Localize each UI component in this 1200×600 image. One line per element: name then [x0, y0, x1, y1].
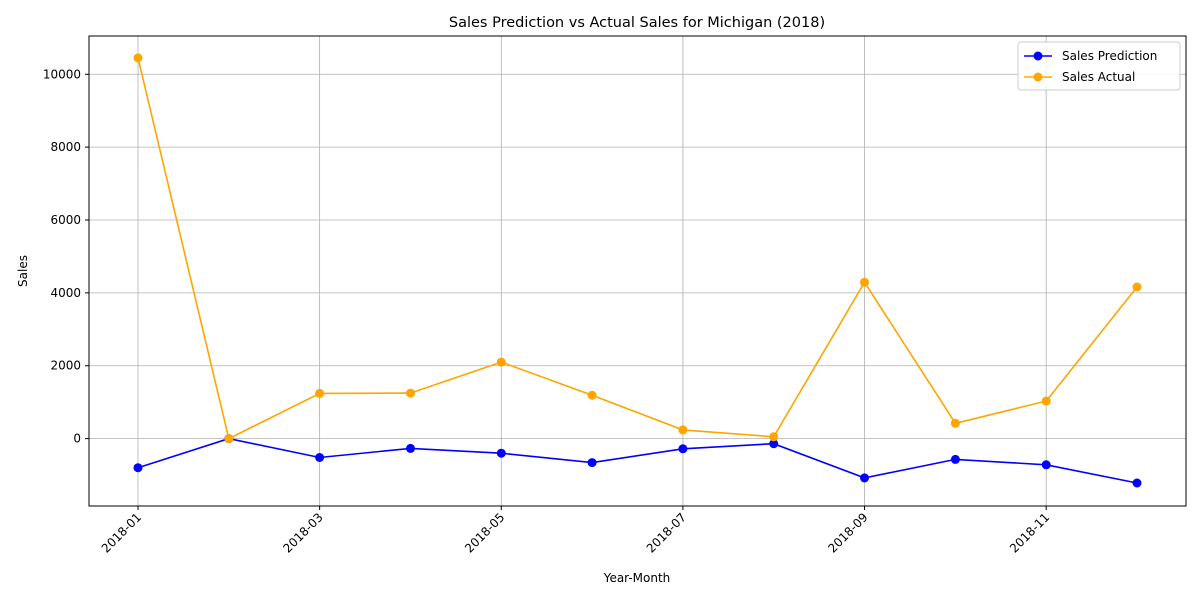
- x-axis-label: Year-Month: [603, 571, 671, 585]
- x-tick-label: 2018-07: [644, 510, 689, 555]
- data-point: [1041, 460, 1051, 470]
- series-sales-prediction: [133, 434, 1142, 488]
- data-point: [678, 444, 688, 454]
- y-axis-label: Sales: [16, 255, 30, 287]
- grid: [89, 36, 1186, 506]
- data-point: [133, 53, 143, 63]
- data-point: [406, 443, 415, 453]
- data-point: [315, 388, 325, 398]
- series-line: [137, 57, 1138, 440]
- data-point: [678, 425, 688, 435]
- y-tick-label: 2000: [50, 359, 81, 373]
- data-point: [315, 453, 325, 462]
- data-point: [1041, 396, 1051, 406]
- data-point: [496, 448, 506, 458]
- legend: Sales Prediction Sales Actual: [1017, 41, 1181, 91]
- data-point: [587, 390, 597, 400]
- y-tick-label: 4000: [50, 286, 81, 300]
- data-point: [1132, 478, 1142, 488]
- x-tick-label: 2018-01: [99, 510, 144, 555]
- y-tick-label: 8000: [50, 140, 81, 154]
- legend-marker: [1033, 72, 1043, 82]
- plot-frame: [88, 35, 1187, 507]
- data-point: [769, 439, 779, 449]
- series-sales-actual: [133, 53, 1142, 444]
- chart-title: Sales Prediction vs Actual Sales for Mic…: [449, 15, 825, 31]
- data-point: [860, 277, 869, 287]
- data-point: [769, 432, 779, 442]
- ticks: 2018-01 2018-03 2018-05 2018-07 2018-09 2018-…: [43, 67, 1052, 555]
- legend-marker: [1033, 51, 1043, 61]
- legend-label: Sales Prediction: [1062, 49, 1157, 63]
- series-line: [137, 437, 1138, 484]
- legend-label: Sales Actual: [1062, 70, 1135, 84]
- y-tick-label: 0: [73, 432, 81, 446]
- x-tick-label: 2018-11: [1007, 510, 1052, 555]
- x-tick-label: 2018-09: [825, 510, 870, 555]
- data-point: [860, 473, 869, 483]
- data-point: [950, 454, 960, 464]
- series-layer: [133, 53, 1142, 488]
- y-tick-label: 10000: [43, 67, 81, 81]
- data-point: [406, 388, 415, 398]
- x-tick-label: 2018-03: [280, 510, 325, 555]
- data-point: [496, 357, 506, 367]
- data-point: [224, 434, 234, 444]
- y-tick-label: 6000: [50, 213, 81, 227]
- x-tick-label: 2018-05: [462, 510, 507, 555]
- data-point: [1132, 282, 1142, 292]
- legend-box: [1017, 41, 1181, 91]
- data-point: [587, 458, 597, 468]
- data-point: [950, 418, 960, 428]
- data-point: [133, 463, 143, 473]
